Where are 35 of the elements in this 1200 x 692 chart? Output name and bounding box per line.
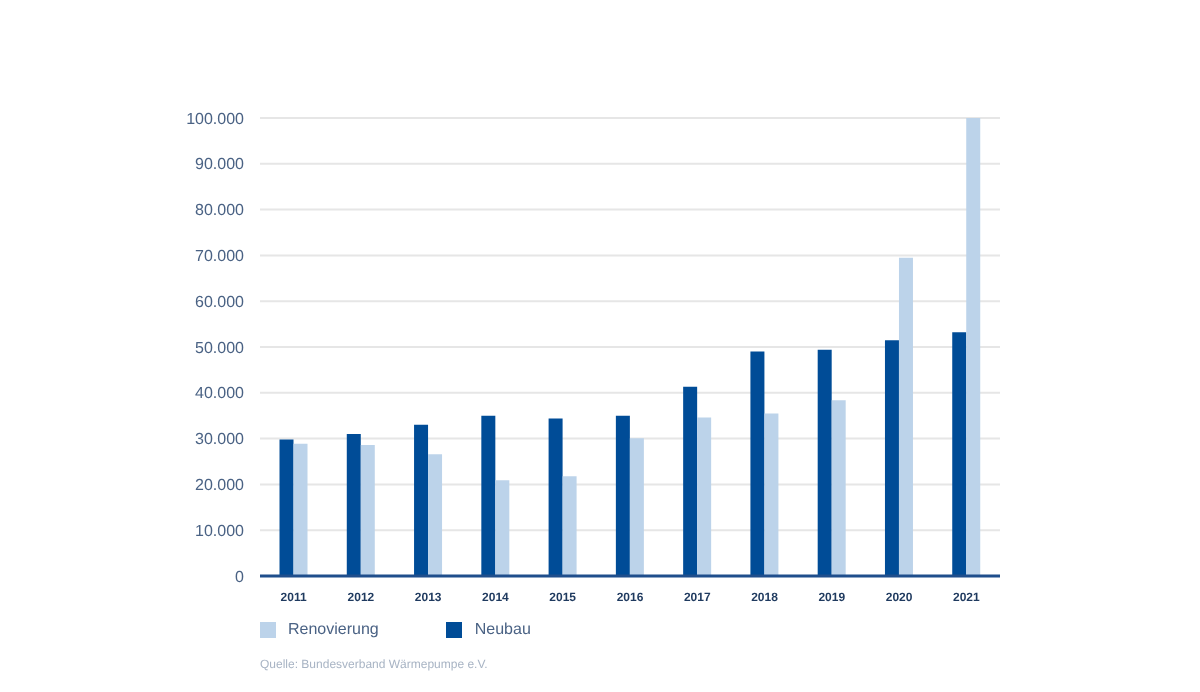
bar bbox=[615, 415, 630, 576]
bar bbox=[629, 438, 644, 576]
y-tick-label: 90.000 bbox=[195, 155, 246, 174]
bar bbox=[898, 257, 913, 576]
y-tick-label: 30.000 bbox=[195, 430, 246, 449]
legend-label: Neubau bbox=[474, 620, 531, 638]
bar bbox=[279, 439, 294, 576]
y-tick-label: 40.000 bbox=[195, 384, 246, 403]
bar bbox=[293, 443, 308, 576]
y-tick-label: 60.000 bbox=[195, 292, 246, 311]
bar bbox=[952, 332, 967, 576]
bar bbox=[697, 417, 712, 576]
bar bbox=[495, 480, 510, 576]
bar bbox=[481, 415, 496, 576]
y-tick-label: 80.000 bbox=[195, 201, 246, 220]
bar bbox=[831, 400, 846, 576]
y-tick-label: 10.000 bbox=[195, 521, 246, 540]
bar bbox=[764, 413, 779, 576]
y-tick-label: 20.000 bbox=[195, 476, 246, 495]
bar bbox=[966, 118, 981, 576]
bar bbox=[414, 424, 429, 576]
bar bbox=[428, 454, 443, 576]
bar bbox=[884, 340, 899, 576]
bar bbox=[548, 418, 563, 576]
bar bbox=[360, 445, 375, 576]
bar bbox=[562, 476, 577, 576]
y-tick-label: 50.000 bbox=[195, 338, 246, 357]
bar bbox=[750, 351, 765, 576]
bar bbox=[683, 386, 698, 576]
y-tick-label: 100.000 bbox=[186, 109, 246, 128]
legend-label: Renovierung bbox=[288, 620, 379, 638]
y-tick-label: 70.000 bbox=[195, 247, 246, 266]
y-tick-label: 0 bbox=[235, 567, 246, 586]
bar bbox=[346, 434, 361, 576]
bar bbox=[817, 349, 832, 576]
